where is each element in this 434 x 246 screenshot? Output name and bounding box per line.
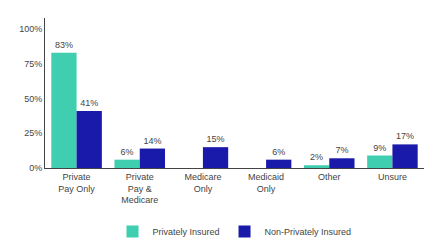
svg-text:2%: 2% [310, 152, 323, 162]
svg-text:50%: 50% [24, 94, 42, 104]
svg-text:MedicareOnly: MedicareOnly [184, 172, 221, 194]
svg-text:75%: 75% [24, 59, 42, 69]
svg-text:Unsure: Unsure [378, 172, 407, 182]
svg-text:PrivatePay &Medicare: PrivatePay &Medicare [121, 172, 158, 205]
svg-text:Other: Other [318, 172, 341, 182]
svg-text:0%: 0% [29, 163, 42, 173]
svg-text:7%: 7% [335, 145, 348, 155]
svg-text:MedicaidOnly: MedicaidOnly [248, 172, 284, 194]
svg-text:14%: 14% [143, 136, 161, 146]
svg-text:Privately Insured: Privately Insured [153, 227, 220, 237]
svg-text:6%: 6% [272, 147, 285, 157]
svg-text:PrivatePay Only: PrivatePay Only [58, 172, 95, 194]
svg-text:100%: 100% [19, 24, 42, 34]
svg-text:15%: 15% [207, 134, 225, 144]
svg-text:83%: 83% [55, 40, 73, 50]
svg-text:9%: 9% [373, 143, 386, 153]
svg-text:41%: 41% [80, 98, 98, 108]
svg-text:6%: 6% [121, 147, 134, 157]
svg-text:17%: 17% [396, 131, 414, 141]
svg-text:25%: 25% [24, 128, 42, 138]
svg-text:Non-Privately Insured: Non-Privately Insured [265, 227, 352, 237]
